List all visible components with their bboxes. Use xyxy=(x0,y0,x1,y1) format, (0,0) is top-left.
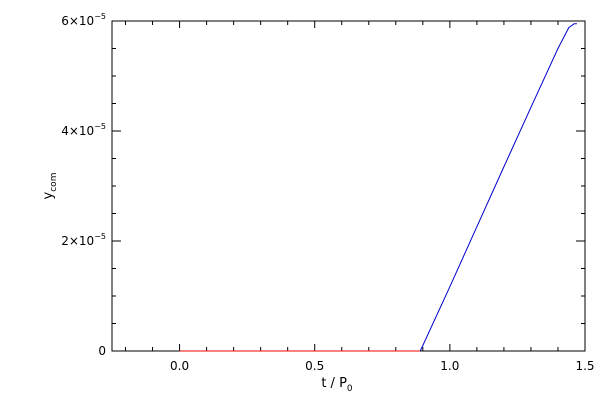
y-tick-label: 2×10−5 xyxy=(61,232,106,248)
y-tick-exponent: −5 xyxy=(94,122,106,131)
x-tick-label: 1.5 xyxy=(575,359,594,373)
y-tick-mantissa: 0 xyxy=(98,344,106,358)
x-tick-label: 0.5 xyxy=(305,359,324,373)
y-tick-exponent: −5 xyxy=(94,12,106,21)
y-axis-ticks: 02×10−54×10−56×10−5 xyxy=(61,12,585,358)
x-tick-label: 0.0 xyxy=(170,359,189,373)
y-tick-label: 4×10−5 xyxy=(61,122,106,138)
x-tick-label: 1.0 xyxy=(440,359,459,373)
y-axis-label-subscript: com xyxy=(49,173,59,192)
x-axis-label: t / P0 xyxy=(321,376,353,394)
series-layer xyxy=(179,23,577,352)
x-axis-label-subscript: 0 xyxy=(347,384,353,394)
x-axis-label-main: t / P xyxy=(321,376,347,391)
plot-frame xyxy=(111,20,586,352)
y-tick-mantissa: 4×10 xyxy=(61,124,94,138)
y-tick-mantissa: 2×10 xyxy=(61,234,94,248)
y-tick-exponent: −5 xyxy=(94,232,106,241)
y-axis-label: ycom xyxy=(41,173,59,200)
y-axis-label-main: y xyxy=(41,191,56,199)
x-axis-ticks: 0.0 0.5 1.0 1.5 xyxy=(125,21,595,373)
y-tick-label: 6×10−5 xyxy=(61,12,106,28)
y-tick-mantissa: 6×10 xyxy=(61,14,94,28)
series-line-2 xyxy=(419,23,577,352)
y-tick-label: 0 xyxy=(98,344,106,358)
